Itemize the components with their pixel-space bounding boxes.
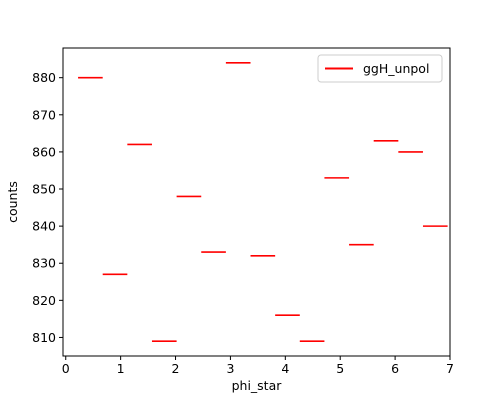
y-axis: 810 820 830 840 850 860 870 880: [32, 70, 63, 345]
y-tick-label: 830: [32, 256, 56, 271]
y-tick-label: 810: [32, 330, 56, 345]
y-tick-label: 850: [32, 182, 56, 197]
x-tick-label: 5: [336, 361, 344, 376]
y-tick-label: 860: [32, 144, 56, 159]
y-axis-label: counts: [5, 181, 20, 223]
y-tick-label: 880: [32, 70, 56, 85]
x-tick-label: 4: [281, 361, 289, 376]
x-tick-label: 6: [391, 361, 399, 376]
x-tick-label: 1: [117, 361, 125, 376]
x-axis-label: phi_star: [232, 378, 283, 393]
x-axis: 0 1 2 3 4 5 6 7: [62, 356, 454, 376]
legend: ggH_unpol: [317, 54, 443, 83]
legend-label-ggH_unpol: ggH_unpol: [363, 61, 429, 76]
y-tick-label: 870: [32, 107, 56, 122]
x-tick-label: 7: [446, 361, 454, 376]
x-tick-label: 0: [62, 361, 70, 376]
x-tick-label: 2: [172, 361, 180, 376]
axes-frame: [62, 47, 451, 357]
x-tick-label: 3: [226, 361, 234, 376]
legend-box: [317, 54, 443, 83]
y-tick-label: 840: [32, 219, 56, 234]
y-tick-label: 820: [32, 293, 56, 308]
series-ggH_unpol: [78, 62, 448, 342]
